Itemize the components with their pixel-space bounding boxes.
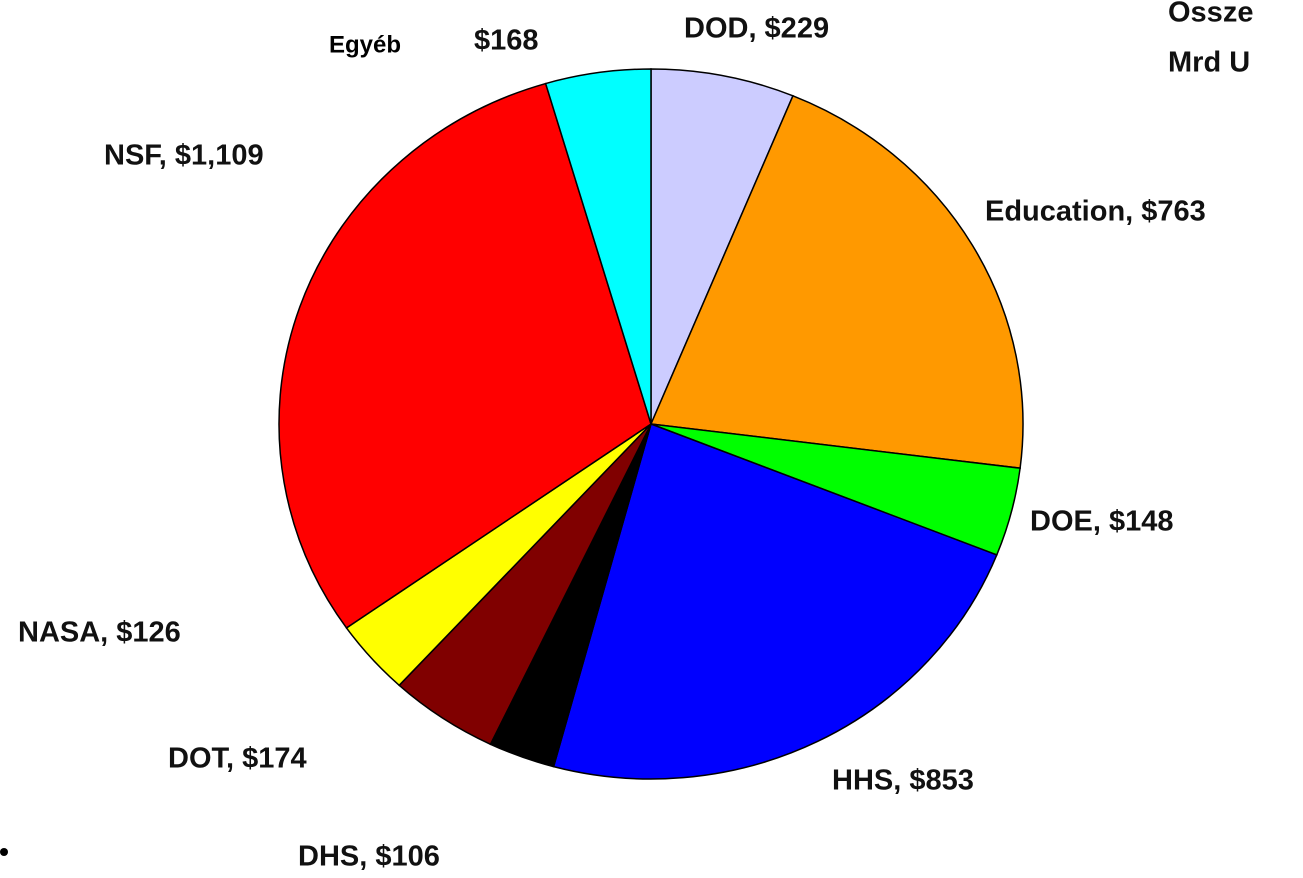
slice-label: NSF, $1,109	[104, 140, 264, 172]
slice-label: Education, $763	[985, 196, 1206, 228]
title-line: Össze	[1168, 0, 1253, 29]
bullet	[0, 848, 8, 856]
slice-label: DOE, $148	[1030, 506, 1173, 538]
slice-label: $168	[474, 25, 539, 57]
pie-slice	[649, 94, 1024, 470]
slice-label: HHS, $853	[832, 765, 974, 797]
pie-slice	[552, 423, 998, 780]
pie-slice	[278, 82, 652, 629]
slice-label: DHS, $106	[298, 841, 440, 873]
pie-slice	[544, 68, 652, 425]
title-line: Mrd U	[1168, 47, 1250, 79]
other-label: Egyéb	[329, 31, 401, 58]
pie-slice	[650, 68, 794, 425]
slice-label: DOD, $229	[684, 13, 829, 45]
slice-label: DOT, $174	[168, 743, 307, 775]
slice-label: NASA, $126	[18, 617, 181, 649]
